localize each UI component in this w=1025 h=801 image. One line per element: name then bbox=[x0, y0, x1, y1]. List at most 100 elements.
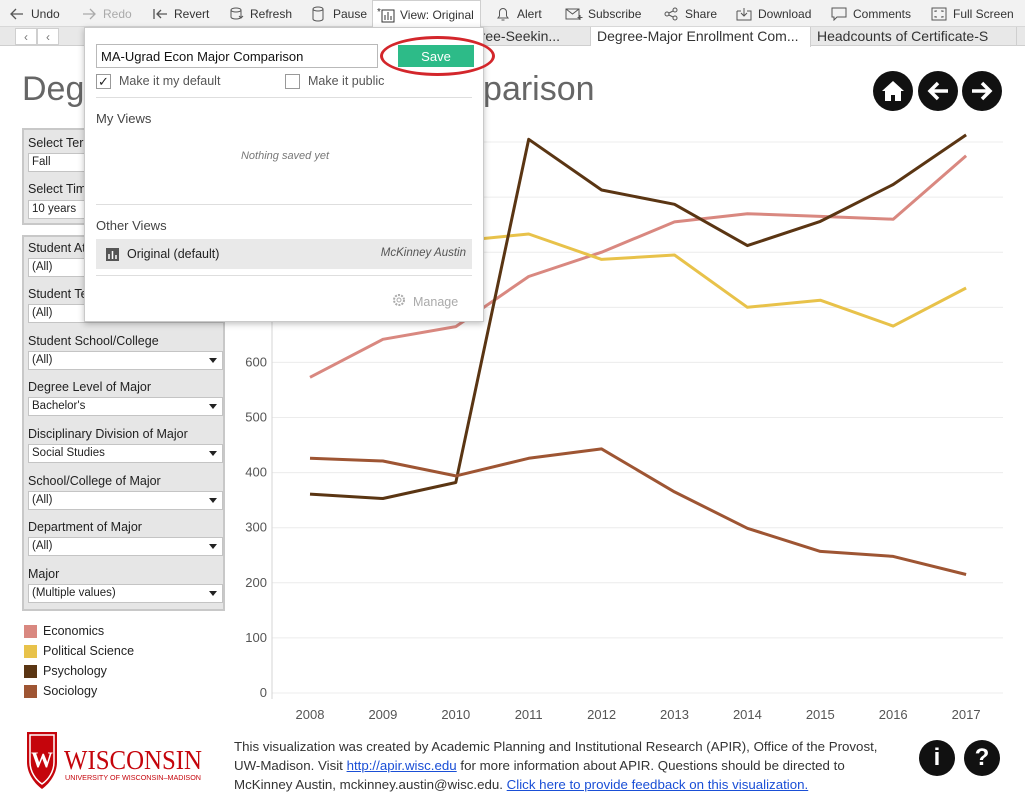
comment-icon bbox=[830, 5, 848, 23]
arrow-right-icon bbox=[80, 5, 98, 23]
department-major-label: Department of Major bbox=[28, 520, 142, 534]
caret-down-icon bbox=[209, 544, 217, 549]
undo-button[interactable]: Undo bbox=[8, 0, 60, 27]
x-tick-label: 2013 bbox=[660, 707, 689, 722]
check-icon: ✓ bbox=[98, 74, 109, 89]
custom-views-popup: Save ✓ Make it my default Make it public… bbox=[84, 27, 495, 322]
comments-button[interactable]: Comments bbox=[830, 0, 911, 27]
y-tick-label: 400 bbox=[245, 465, 267, 480]
other-views-heading: Other Views bbox=[96, 218, 167, 233]
svg-text:WISCONSIN: WISCONSIN bbox=[64, 745, 202, 775]
view-original-button[interactable]: * View: Original bbox=[372, 0, 481, 28]
caret-down-icon bbox=[209, 591, 217, 596]
x-tick-label: 2017 bbox=[952, 707, 981, 722]
download-button[interactable]: Download bbox=[735, 0, 811, 27]
info-icon: i bbox=[933, 744, 941, 771]
database-pause-icon bbox=[310, 5, 328, 23]
tab-scroll-first-button[interactable]: ‹ bbox=[15, 28, 37, 45]
student-school-label: Student School/College bbox=[28, 334, 159, 348]
apir-link[interactable]: http://apir.wisc.edu bbox=[346, 758, 457, 773]
question-icon: ? bbox=[974, 744, 990, 771]
legend-item-psychology[interactable]: Psychology bbox=[24, 663, 107, 679]
refresh-button[interactable]: Refresh bbox=[227, 0, 292, 27]
y-tick-label: 200 bbox=[245, 575, 267, 590]
bell-icon bbox=[494, 5, 512, 23]
refresh-icon bbox=[227, 5, 245, 23]
x-tick-label: 2015 bbox=[806, 707, 835, 722]
series-line-sociology bbox=[309, 447, 967, 576]
series-line-political-science bbox=[455, 232, 967, 328]
share-icon bbox=[662, 5, 680, 23]
caret-down-icon bbox=[209, 404, 217, 409]
legend-swatch bbox=[24, 664, 37, 678]
svg-text:UNIVERSITY OF WISCONSIN–MADISO: UNIVERSITY OF WISCONSIN–MADISON bbox=[65, 773, 201, 782]
save-button[interactable]: Save bbox=[398, 45, 474, 67]
school-college-major-label: School/College of Major bbox=[28, 474, 161, 488]
empty-state-text: Nothing saved yet bbox=[240, 150, 330, 162]
x-tick-label: 2012 bbox=[587, 707, 616, 722]
caret-down-icon bbox=[209, 498, 217, 503]
y-tick-label: 300 bbox=[245, 520, 267, 535]
view-name-input[interactable] bbox=[96, 44, 378, 68]
legend-swatch bbox=[24, 624, 37, 638]
share-button[interactable]: Share bbox=[662, 0, 717, 27]
view-chart-icon: * bbox=[377, 6, 395, 24]
department-major-select[interactable]: (All) bbox=[28, 537, 223, 556]
disciplinary-division-select[interactable]: Social Studies bbox=[28, 444, 223, 463]
school-college-major-select[interactable]: (All) bbox=[28, 491, 223, 510]
make-public-checkbox[interactable] bbox=[285, 74, 300, 89]
home-icon bbox=[882, 81, 904, 101]
student-school-select[interactable]: (All) bbox=[28, 351, 223, 370]
home-button[interactable] bbox=[873, 71, 913, 111]
tab-headcounts-certificate[interactable]: Headcounts of Certificate-S bbox=[811, 27, 1017, 46]
divider bbox=[96, 204, 472, 205]
caret-down-icon bbox=[209, 358, 217, 363]
subscribe-button[interactable]: Subscribe bbox=[565, 0, 641, 27]
x-tick-label: 2016 bbox=[879, 707, 908, 722]
x-tick-label: 2011 bbox=[515, 707, 543, 722]
footnote-text: This visualization was created by Academ… bbox=[234, 739, 878, 792]
legend-item-sociology[interactable]: Sociology bbox=[24, 683, 97, 699]
revert-button[interactable]: Revert bbox=[151, 0, 209, 27]
caret-down-icon bbox=[209, 451, 217, 456]
make-default-checkbox[interactable]: ✓ bbox=[96, 74, 111, 89]
help-button[interactable]: ? bbox=[964, 740, 1000, 776]
y-tick-label: 600 bbox=[245, 354, 267, 369]
redo-button[interactable]: Redo bbox=[80, 0, 132, 27]
chevron-left-icon: ‹ bbox=[46, 29, 50, 44]
x-tick-label: 2010 bbox=[441, 707, 470, 722]
disciplinary-division-label: Disciplinary Division of Major bbox=[28, 427, 188, 441]
back-button[interactable] bbox=[918, 71, 958, 111]
revert-icon bbox=[151, 5, 169, 23]
alert-button[interactable]: Alert bbox=[494, 0, 542, 27]
divider bbox=[96, 97, 472, 98]
tab-degree-major-enrollment[interactable]: Degree-Major Enrollment Com... bbox=[591, 27, 811, 47]
major-select[interactable]: (Multiple values) bbox=[28, 584, 223, 603]
info-button[interactable]: i bbox=[919, 740, 955, 776]
x-tick-label: 2008 bbox=[296, 707, 325, 722]
degree-level-label: Degree Level of Major bbox=[28, 380, 151, 394]
term-label: Select Term bbox=[28, 136, 94, 150]
view-item-original[interactable]: Original (default) McKinney Austin bbox=[96, 239, 472, 269]
legend-swatch bbox=[24, 644, 37, 658]
tab-scroll-left-button[interactable]: ‹ bbox=[37, 28, 59, 45]
y-tick-label: 0 bbox=[260, 685, 267, 700]
student-term-label: Student Term bbox=[28, 287, 103, 301]
envelope-plus-icon bbox=[565, 5, 583, 23]
download-icon bbox=[735, 5, 753, 23]
manage-button[interactable]: Manage bbox=[391, 292, 458, 311]
y-tick-label: 500 bbox=[245, 410, 267, 425]
forward-button[interactable] bbox=[962, 71, 1002, 111]
fullscreen-button[interactable]: Full Screen bbox=[930, 0, 1014, 27]
feedback-link[interactable]: Click here to provide feedback on this v… bbox=[506, 777, 809, 792]
divider bbox=[96, 275, 472, 276]
wisconsin-logo: W WISCONSIN UNIVERSITY OF WISCONSIN–MADI… bbox=[24, 729, 204, 796]
gear-icon bbox=[391, 292, 407, 311]
svg-text:*: * bbox=[377, 7, 381, 18]
degree-level-select[interactable]: Bachelor's bbox=[28, 397, 223, 416]
legend-item-political-science[interactable]: Political Science bbox=[24, 643, 134, 659]
legend-item-economics[interactable]: Economics bbox=[24, 623, 104, 639]
make-default-label: Make it my default bbox=[119, 74, 221, 88]
pause-button[interactable]: Pause bbox=[310, 0, 367, 27]
y-tick-label: 100 bbox=[245, 630, 267, 645]
